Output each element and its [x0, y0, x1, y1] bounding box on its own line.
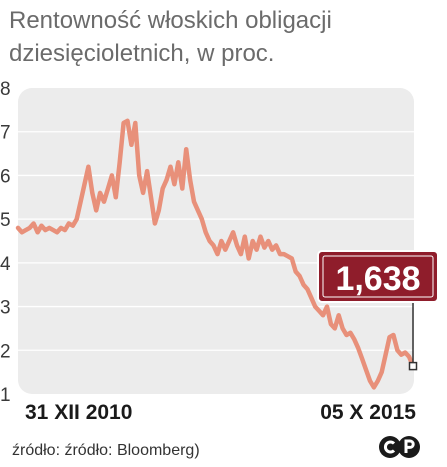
y-tick-label: 4 [0, 254, 11, 275]
y-tick-label: 6 [0, 166, 11, 187]
y-tick-label: 7 [0, 123, 11, 144]
last-value-callout: 1,638 [317, 250, 439, 303]
series-line [15, 118, 416, 390]
callout-box [317, 250, 439, 303]
x-axis-end-label: 05 X 2015 [320, 401, 416, 424]
y-tick-label: 1 [0, 385, 11, 406]
y-tick-label: 3 [0, 298, 11, 319]
last-point-marker [408, 361, 418, 371]
y-tick-label: 8 [0, 79, 11, 100]
cp-logo-icon [379, 436, 420, 458]
y-tick-label: 5 [0, 210, 11, 231]
x-axis-start-label: 31 XII 2010 [25, 401, 132, 424]
callout-value: 1,638 [335, 260, 420, 298]
y-axis-ticks: 1 2 3 4 5 6 7 8 [0, 79, 11, 406]
chart-title: Rentowność włoskich obligacji dziesięcio… [9, 4, 439, 70]
callout-inner-border [322, 255, 434, 298]
plot-background [18, 88, 414, 394]
chart-title-line-1: Rentowność włoskich obligacji [9, 7, 332, 34]
y-tick-label: 2 [0, 341, 11, 362]
chart-title-line-2: dziesięcioletnich, w proc. [9, 40, 275, 67]
source-note: źródło: źródło: Bloomberg) [12, 442, 200, 459]
